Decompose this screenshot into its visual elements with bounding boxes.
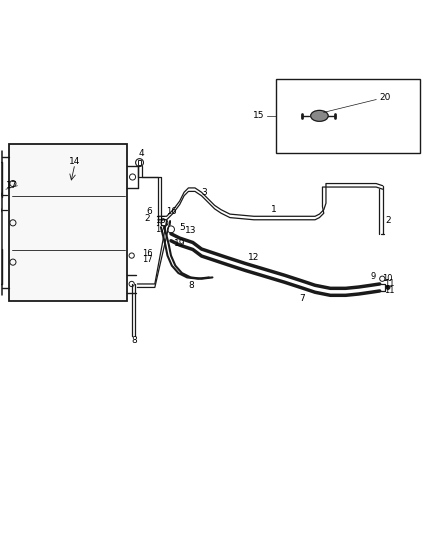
Text: 11: 11 — [384, 286, 395, 295]
Text: 15: 15 — [253, 111, 264, 120]
Text: 9: 9 — [371, 272, 376, 280]
Text: 16: 16 — [166, 207, 176, 216]
Text: 1: 1 — [271, 205, 276, 214]
Text: 2: 2 — [385, 216, 391, 225]
Circle shape — [386, 286, 390, 289]
Text: 10: 10 — [382, 274, 393, 283]
Text: 7: 7 — [299, 294, 305, 303]
Circle shape — [0, 191, 2, 198]
Text: 6: 6 — [146, 207, 152, 216]
Ellipse shape — [311, 110, 328, 122]
Text: 20: 20 — [379, 93, 391, 102]
Text: 19: 19 — [174, 239, 185, 248]
Text: 11: 11 — [384, 279, 395, 288]
Text: 8: 8 — [131, 336, 137, 345]
Bar — [10, 144, 127, 302]
Text: 12: 12 — [248, 253, 260, 262]
Bar — [138, 160, 141, 165]
Bar — [276, 79, 420, 153]
Text: 5: 5 — [179, 223, 185, 232]
Text: 16: 16 — [155, 216, 166, 225]
Text: 17: 17 — [155, 225, 166, 234]
Text: 14: 14 — [69, 157, 81, 166]
Text: 17: 17 — [141, 255, 152, 264]
Text: 2: 2 — [144, 214, 150, 223]
Text: 16: 16 — [141, 249, 152, 258]
Text: 4: 4 — [139, 149, 145, 158]
Text: 3: 3 — [201, 188, 207, 197]
Text: 13: 13 — [185, 226, 196, 235]
Text: 17: 17 — [6, 181, 18, 190]
Text: 8: 8 — [189, 281, 194, 290]
Circle shape — [0, 207, 2, 213]
